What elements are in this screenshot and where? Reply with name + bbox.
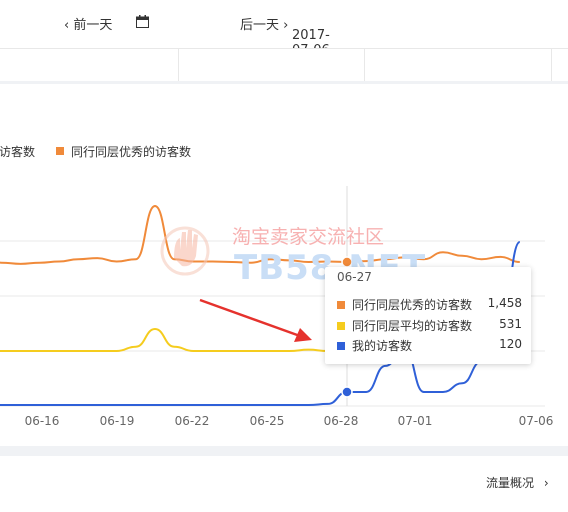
chart-tooltip: 06-27 同行同层优秀的访客数 1,458 同行同层平均的访客数 531 我的… — [325, 267, 531, 364]
tooltip-series-name: 同行同层平均的访客数 — [352, 319, 473, 333]
x-tick-label: 06-28 — [324, 414, 359, 428]
data-point — [341, 386, 353, 398]
legend-label: 访客数 — [0, 145, 36, 159]
tooltip-series-name: 我的访客数 — [352, 339, 413, 353]
prev-day-label: 前一天 — [73, 18, 113, 33]
tooltip-value: 531 — [499, 317, 522, 331]
flow-overview-label: 流量概况 — [486, 476, 535, 490]
tooltip-swatch — [337, 342, 345, 350]
next-day-button[interactable]: 后一天 › — [240, 14, 288, 33]
metric-strip — [0, 48, 568, 81]
legend-swatch — [56, 147, 64, 155]
x-tick-label: 07-01 — [398, 414, 433, 428]
tooltip-row: 同行同层优秀的访客数 1,458 — [337, 296, 522, 314]
prev-day-button[interactable]: ‹ 前一天 — [64, 14, 112, 33]
series-line — [0, 204, 520, 265]
watermark-cn: 淘宝卖家交流社区 — [232, 226, 385, 248]
chevron-right-icon: › — [283, 18, 289, 33]
chart-panel — [0, 84, 568, 446]
legend-item-mine[interactable]: 访客数 — [0, 143, 35, 160]
legend-label: 同行同层优秀的访客数 — [71, 145, 192, 159]
tooltip-row: 我的访客数 120 — [337, 337, 522, 355]
divider — [178, 49, 179, 81]
flow-overview-link[interactable]: 流量概况 › — [486, 474, 549, 491]
watermark-hand-logo — [160, 226, 210, 276]
tooltip-row: 同行同层平均的访客数 531 — [337, 317, 522, 335]
annotation-arrow — [199, 298, 301, 338]
metric-cell — [4, 43, 64, 53]
x-tick-label: 06-22 — [175, 414, 210, 428]
date-navigation-bar: ‹ 前一天 2017-07-06 后一天 › — [0, 0, 568, 58]
x-tick-label: 07-06 — [519, 414, 554, 428]
tooltip-value: 1,458 — [487, 296, 522, 310]
x-tick-label: 06-16 — [25, 414, 60, 428]
tooltip-swatch — [337, 301, 345, 309]
chevron-left-icon: ‹ — [64, 18, 70, 33]
tooltip-value: 120 — [499, 337, 522, 351]
next-day-label: 后一天 — [240, 18, 280, 33]
tooltip-series-name: 同行同层优秀的访客数 — [352, 298, 473, 312]
legend-item-peer-excellent[interactable]: 同行同层优秀的访客数 — [56, 143, 191, 160]
x-tick-label: 06-25 — [250, 414, 285, 428]
x-tick-label: 06-19 — [100, 414, 135, 428]
annotation-arrowhead — [294, 328, 312, 342]
chevron-right-icon: › — [543, 476, 549, 490]
calendar-icon[interactable] — [136, 15, 149, 28]
divider — [364, 49, 365, 81]
tooltip-swatch — [337, 322, 345, 330]
footer-bar — [0, 456, 568, 512]
divider — [551, 49, 552, 81]
tooltip-date: 06-27 — [337, 270, 372, 284]
series-line — [0, 241, 521, 406]
